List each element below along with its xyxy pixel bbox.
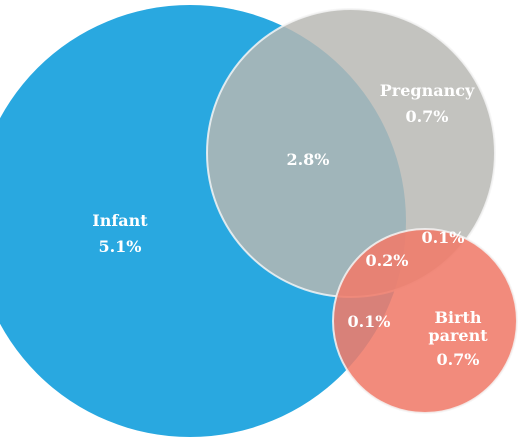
triple-overlap-value: 0.2% [365, 251, 408, 270]
birth-parent-value: 0.7% [436, 350, 479, 369]
birth-parent-label-line2: parent [428, 326, 488, 345]
pregnancy-label: Pregnancy [380, 81, 475, 100]
pregnancy-value: 0.7% [405, 107, 448, 126]
pregnancy-birth-parent-overlap-value: 0.1% [421, 228, 464, 247]
birth-parent-label-line1: Birth [434, 308, 481, 327]
infant-pregnancy-overlap-value: 2.8% [286, 150, 329, 169]
birth-parent-circle [332, 228, 518, 414]
infant-value: 5.1% [98, 237, 141, 256]
infant-birth-parent-overlap-value: 0.1% [347, 312, 390, 331]
infant-label: Infant [92, 211, 148, 230]
